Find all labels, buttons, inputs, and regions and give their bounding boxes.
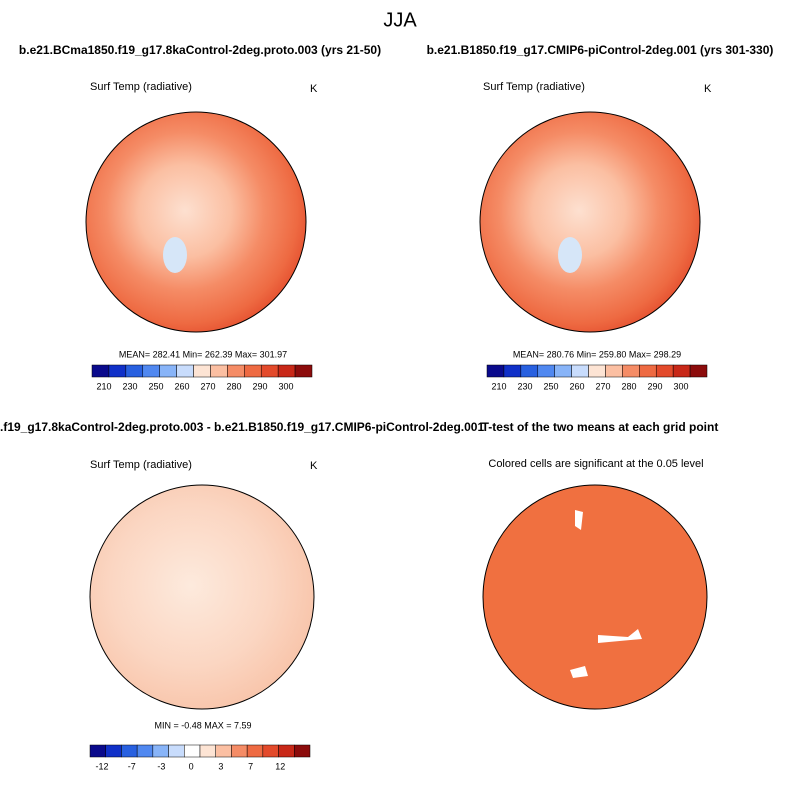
- colorbar-box: [89, 744, 106, 758]
- stats: MEAN= 280.76 Min= 259.80 Max= 298.29: [513, 349, 681, 359]
- colorbar-box: [152, 744, 169, 758]
- colorbar-label: -12: [95, 761, 108, 771]
- colorbar-label: 250: [148, 381, 163, 391]
- colorbar-box: [672, 364, 691, 378]
- colorbar-box: [294, 364, 313, 378]
- colorbar-box: [622, 364, 640, 378]
- colorbar-label: 230: [122, 381, 137, 391]
- panel-subtitle: Colored cells are significant at the 0.0…: [488, 458, 703, 470]
- panel-right-label: K: [310, 460, 318, 472]
- colorbar-box: [184, 744, 201, 758]
- colorbar-box: [142, 364, 160, 378]
- panel-title: b.e21.B1850.f19_g17.CMIP6-piControl-2deg…: [427, 43, 774, 57]
- panel-title: T-test of the two means at each grid poi…: [482, 420, 719, 434]
- colorbar-box: [159, 364, 177, 378]
- colorbar-box: [105, 744, 122, 758]
- ice-sheet: [163, 237, 187, 273]
- colorbar-box: [121, 744, 138, 758]
- colorbar-label: 260: [569, 381, 584, 391]
- colorbar-box: [486, 364, 505, 378]
- colorbar-label: 300: [278, 381, 293, 391]
- colorbar-box: [215, 744, 232, 758]
- colorbar-box: [503, 364, 522, 378]
- colorbar-label: 250: [543, 381, 558, 391]
- colorbar-box: [262, 744, 279, 758]
- colorbar-box: [260, 364, 279, 378]
- stats: MEAN= 282.41 Min= 262.39 Max= 301.97: [119, 349, 287, 359]
- colorbar-label: 210: [491, 381, 506, 391]
- colorbar-box: [655, 364, 674, 378]
- polar-map: [479, 111, 701, 333]
- colorbar-label: 230: [517, 381, 532, 391]
- colorbar-label: 270: [200, 381, 215, 391]
- colorbar-box: [605, 364, 623, 378]
- colorbar-box: [176, 364, 194, 378]
- colorbar-label: 260: [174, 381, 189, 391]
- colorbar-box: [588, 364, 606, 378]
- colorbar-box: [193, 364, 211, 378]
- colorbar-box: [246, 744, 264, 758]
- colorbar-label: 280: [226, 381, 241, 391]
- colorbar-label: 210: [96, 381, 111, 391]
- colorbar-box: [639, 364, 657, 378]
- ice-sheet: [558, 237, 582, 273]
- colorbar-box: [231, 744, 248, 758]
- colorbar-box: [520, 364, 539, 378]
- colorbar-label: -7: [128, 761, 136, 771]
- colorbar-box: [136, 744, 154, 758]
- colorbar-label: 3: [218, 761, 223, 771]
- colorbar-box: [537, 364, 555, 378]
- colorbar-box: [278, 744, 295, 758]
- colorbar-box: [108, 364, 127, 378]
- colorbar-box: [689, 364, 708, 378]
- colorbar-box: [277, 364, 296, 378]
- colorbar-label: -3: [157, 761, 165, 771]
- panel-right-label: K: [704, 83, 712, 95]
- colorbar-label: 290: [647, 381, 662, 391]
- polar-map: [482, 484, 708, 710]
- colorbar-label: 270: [595, 381, 610, 391]
- colorbar-label: 300: [673, 381, 688, 391]
- colorbar-box: [571, 364, 589, 378]
- stats: MIN = -0.48 MAX = 7.59: [154, 720, 251, 730]
- panel-left-label: Surf Temp (radiative): [90, 81, 192, 93]
- colorbar-box: [294, 744, 311, 758]
- colorbar-label: 7: [248, 761, 253, 771]
- colorbar-label: 12: [275, 761, 285, 771]
- colorbar-label: 0: [189, 761, 194, 771]
- panel-title: .f19_g17.8kaControl-2deg.proto.003 - b.e…: [0, 420, 484, 434]
- colorbar-label: 290: [252, 381, 267, 391]
- colorbar-box: [210, 364, 228, 378]
- colorbar-box: [227, 364, 245, 378]
- panel-left-label: Surf Temp (radiative): [483, 81, 585, 93]
- polar-map: [89, 484, 315, 710]
- colorbar-box: [199, 744, 216, 758]
- polar-map: [85, 111, 307, 333]
- insignificant-cells: [570, 510, 642, 678]
- colorbar-box: [554, 364, 572, 378]
- colorbar-box: [91, 364, 110, 378]
- colorbar-box: [125, 364, 144, 378]
- colorbar-box: [244, 364, 262, 378]
- panel-title: b.e21.BCma1850.f19_g17.8kaControl-2deg.p…: [19, 43, 381, 57]
- colorbar-box: [168, 744, 185, 758]
- panel-left-label: Surf Temp (radiative): [90, 459, 192, 471]
- colorbar-label: 280: [621, 381, 636, 391]
- figure-title: JJA: [383, 9, 417, 31]
- panel-right-label: K: [310, 83, 318, 95]
